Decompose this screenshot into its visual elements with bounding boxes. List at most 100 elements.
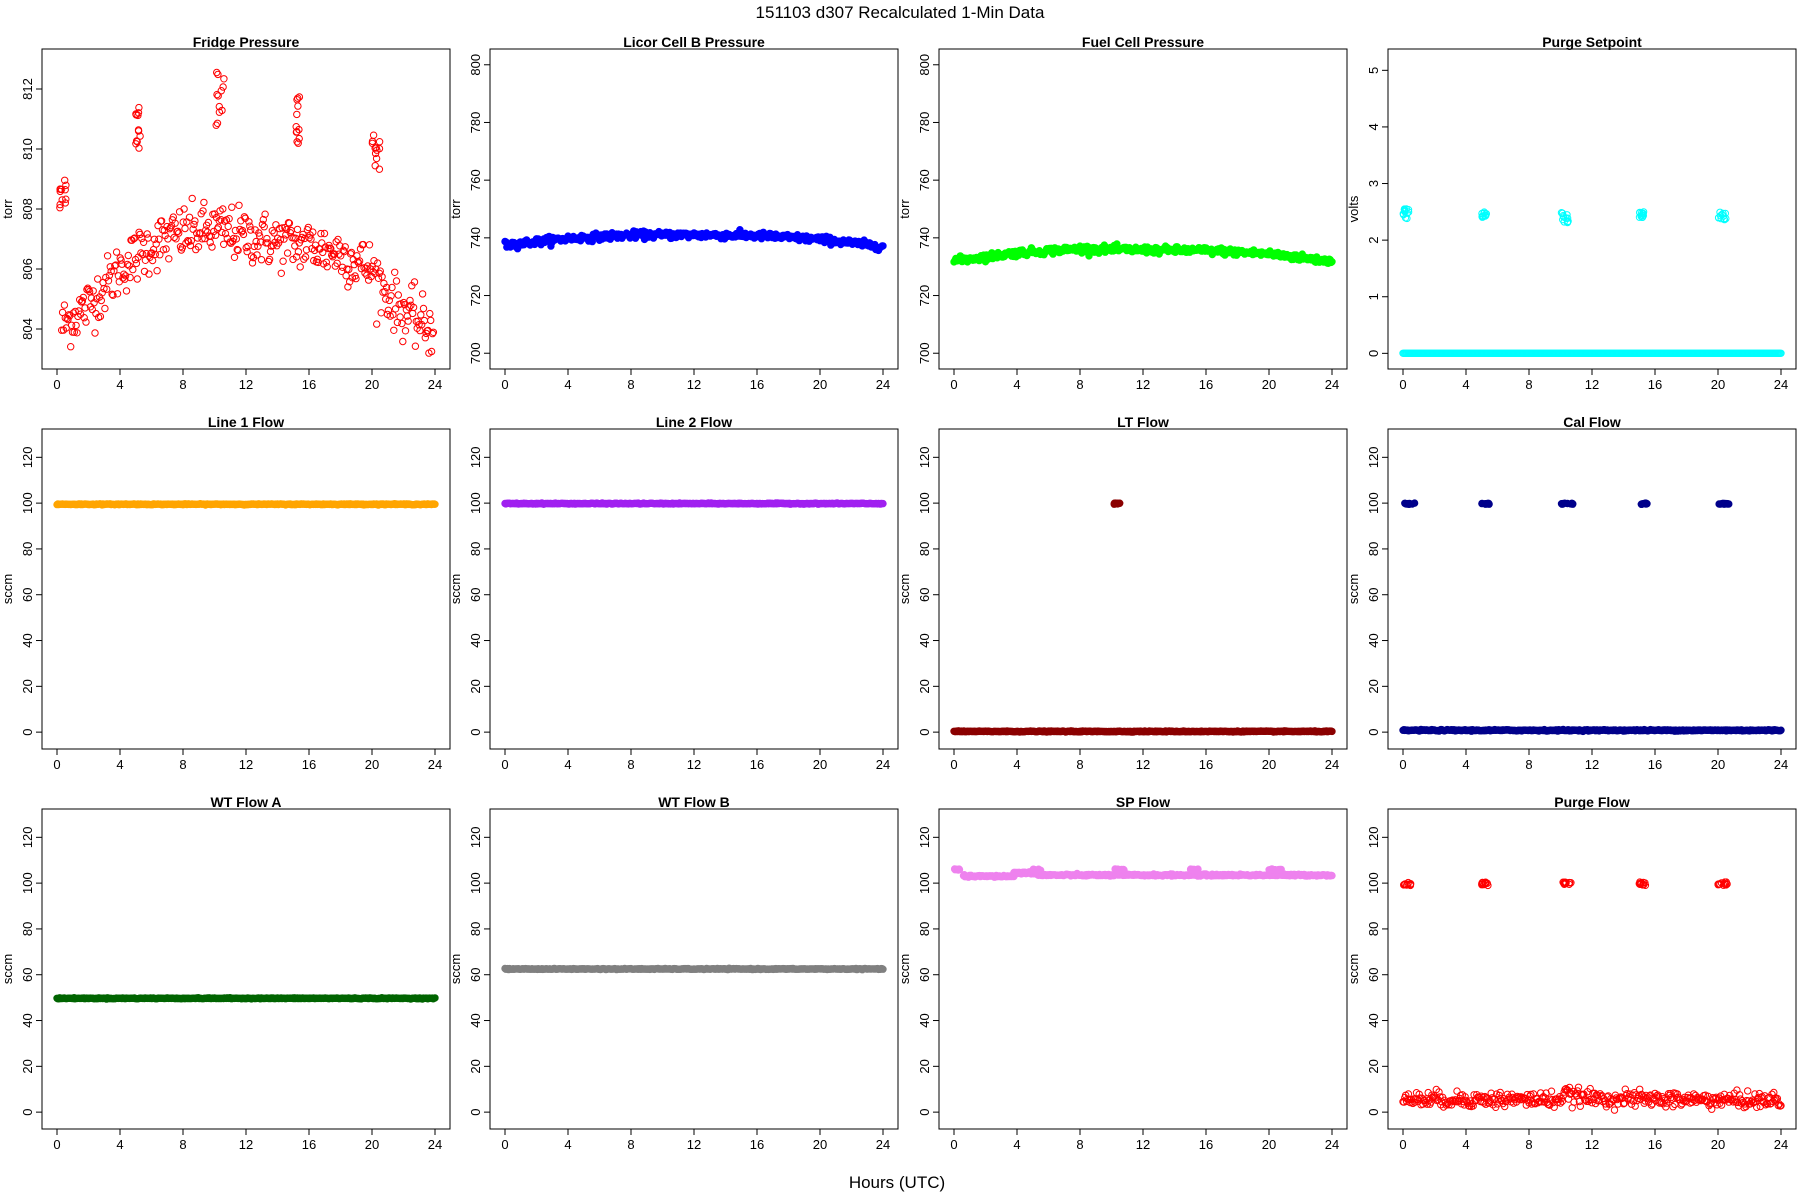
panel-title: WT Flow A [210, 794, 281, 810]
data-point [219, 205, 227, 213]
panel-title: WT Flow B [658, 794, 730, 810]
data-point [1403, 209, 1411, 217]
x-axis: 0 4 8 12 16 20 24 [501, 368, 890, 392]
data-point [253, 251, 261, 259]
y-tick-label: 100 [468, 872, 483, 894]
y-tick-label: 100 [20, 492, 35, 514]
data-point [61, 186, 69, 194]
x-tick-label: 24 [428, 377, 442, 392]
data-point [100, 284, 108, 293]
data-point [391, 305, 400, 313]
y-tick-label: 100 [917, 492, 932, 514]
x-tick-label: 12 [239, 377, 253, 392]
data-point [1404, 208, 1413, 216]
panel-title: Line 2 Flow [656, 414, 732, 430]
data-point [276, 236, 285, 244]
x-tick-label: 24 [428, 757, 442, 772]
data-point [70, 328, 79, 336]
data-point [103, 252, 112, 260]
data-point [176, 243, 185, 251]
data-point [282, 231, 290, 239]
data-point [307, 235, 315, 243]
data-point [387, 292, 395, 300]
y-tick-label: 60 [1366, 587, 1381, 601]
data-point [375, 165, 384, 173]
data-point [135, 144, 143, 152]
data-point [1328, 727, 1336, 736]
data-point [245, 218, 253, 226]
data-point [278, 224, 286, 232]
data-point [1328, 258, 1336, 266]
data-point [1483, 500, 1491, 508]
data-point [204, 218, 213, 227]
data-point [299, 230, 307, 239]
y-tick-label: 780 [468, 112, 483, 134]
data-point [150, 235, 159, 244]
y-tick-label: 80 [917, 542, 932, 556]
data-point [347, 248, 356, 257]
data-point [1715, 500, 1723, 508]
panel-title: Fuel Cell Pressure [1082, 34, 1204, 50]
data-point [175, 229, 183, 237]
data-point [77, 298, 86, 306]
data-points [501, 226, 887, 255]
x-tick-label: 0 [501, 1137, 508, 1152]
y-tick-label: 808 [20, 198, 35, 220]
data-point [396, 313, 404, 321]
x-tick-label: 8 [627, 1137, 634, 1152]
x-tick-label: 20 [1711, 377, 1725, 392]
y-tick-label: 40 [1366, 633, 1381, 647]
data-point [228, 203, 236, 211]
y-tick-label: 20 [468, 1059, 483, 1073]
data-point [341, 243, 349, 251]
y-tick-label: 806 [20, 258, 35, 280]
panel-title: SP Flow [1116, 794, 1170, 810]
panel-title: Line 1 Flow [208, 414, 284, 430]
data-point [213, 68, 221, 77]
data-point [185, 213, 194, 222]
data-point [98, 289, 106, 297]
y-tick-label: 760 [917, 169, 932, 191]
data-point [215, 108, 224, 116]
y-tick-label: 60 [20, 967, 35, 981]
data-point [135, 103, 143, 112]
data-point [258, 220, 267, 229]
y-tick-label: 720 [917, 285, 932, 307]
data-point [336, 242, 344, 250]
x-tick-label: 0 [53, 1137, 60, 1152]
plot-frame [41, 428, 451, 750]
data-point [60, 301, 69, 309]
y-tick-label: 40 [20, 633, 35, 647]
data-point [67, 343, 75, 351]
data-point [1405, 500, 1413, 508]
y-tick-label: 720 [468, 285, 483, 307]
x-tick-label: 20 [813, 377, 827, 392]
data-point [133, 275, 142, 283]
x-tick-label: 4 [116, 757, 123, 772]
data-point [372, 154, 381, 163]
x-tick-label: 8 [179, 757, 186, 772]
data-point [320, 229, 329, 238]
y-axis-label: torr [0, 199, 15, 219]
data-point [409, 303, 418, 312]
y-tick-label: 40 [20, 1013, 35, 1027]
data-point [292, 253, 301, 261]
data-point [1562, 214, 1570, 222]
y-tick-label: 120 [20, 446, 35, 468]
data-point [73, 329, 81, 337]
data-point [1399, 210, 1408, 218]
y-axis-label: sccm [897, 574, 912, 604]
data-points [950, 240, 1336, 267]
data-point [381, 288, 389, 296]
data-point [224, 222, 232, 231]
x-tick-label: 24 [876, 377, 890, 392]
data-point [91, 329, 99, 337]
data-point [378, 273, 386, 281]
data-point [293, 225, 302, 234]
x-tick-label: 4 [1013, 377, 1020, 392]
y-tick-label: 20 [917, 679, 932, 693]
